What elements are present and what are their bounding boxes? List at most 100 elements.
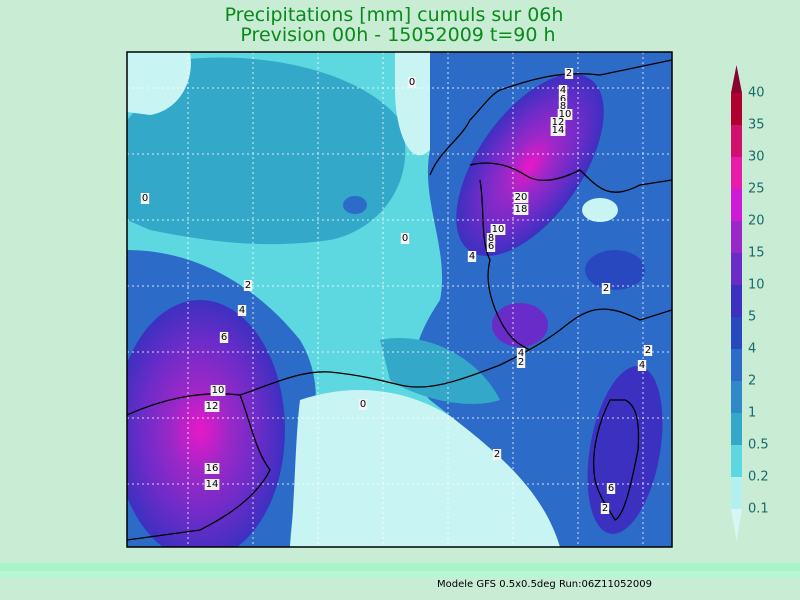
contour-label: 12 bbox=[206, 401, 219, 412]
color-band bbox=[731, 381, 742, 413]
colorbar-label: 40 bbox=[748, 86, 765, 101]
colorbar-label: 15 bbox=[748, 246, 765, 261]
colorbar-label: 0.5 bbox=[748, 438, 769, 453]
band bbox=[0, 571, 800, 578]
color-band bbox=[731, 509, 742, 541]
label-box bbox=[140, 193, 150, 204]
label-box bbox=[210, 385, 226, 396]
color-band bbox=[731, 285, 742, 317]
contour-label: 6 bbox=[488, 241, 494, 252]
label-box bbox=[237, 305, 247, 316]
label-box bbox=[243, 280, 253, 291]
band bbox=[0, 563, 800, 571]
contour-label: 12 bbox=[552, 117, 565, 128]
contour-label: 2 bbox=[566, 68, 572, 79]
colorbar-label: 1 bbox=[748, 406, 756, 421]
label-box bbox=[513, 192, 529, 203]
label-box bbox=[204, 463, 220, 474]
color-band bbox=[731, 477, 742, 509]
label-box bbox=[564, 68, 574, 79]
label-box bbox=[407, 77, 417, 88]
contour-label: 10 bbox=[212, 385, 225, 396]
label-box bbox=[204, 479, 220, 490]
label-box bbox=[358, 399, 368, 410]
label-box bbox=[516, 348, 526, 359]
label-box bbox=[558, 101, 568, 112]
label-box bbox=[550, 125, 566, 136]
label-box bbox=[637, 360, 647, 371]
contour-label: 0 bbox=[360, 399, 366, 410]
contour-label: 4 bbox=[469, 251, 475, 262]
label-box bbox=[467, 251, 477, 262]
label-box bbox=[643, 345, 653, 356]
color-band bbox=[731, 349, 742, 381]
contour-label: 2 bbox=[645, 345, 651, 356]
colorbar-label: 30 bbox=[748, 150, 765, 165]
contour-label: 4 bbox=[560, 85, 566, 96]
contour-label: 8 bbox=[488, 233, 494, 244]
colorbar-label: 0.2 bbox=[748, 470, 769, 485]
contour-label: 18 bbox=[515, 204, 528, 215]
label-box bbox=[486, 233, 496, 244]
label-box bbox=[600, 503, 610, 514]
contour-label: 2 bbox=[518, 357, 524, 368]
subtitle: Prevision 00h - 15052009 t=90 h bbox=[240, 24, 555, 46]
colorbar-label: 0.1 bbox=[748, 502, 769, 517]
label-box bbox=[516, 357, 526, 368]
label-box bbox=[606, 483, 616, 494]
label-box bbox=[400, 233, 410, 244]
contour-label: 2 bbox=[494, 449, 500, 460]
label-box bbox=[550, 117, 566, 128]
colorbar-label: 25 bbox=[748, 182, 765, 197]
contour-labels: 2 4 6 8 10 12 14 0 0 20 18 10 8 6 4 0 2 … bbox=[140, 68, 653, 514]
color-band bbox=[731, 221, 742, 253]
contour-label: 14 bbox=[206, 479, 219, 490]
contour-label: 6 bbox=[221, 332, 227, 343]
color-band bbox=[731, 445, 742, 477]
title: Precipitations [mm] cumuls sur 06h bbox=[225, 4, 564, 26]
colorbar-label: 35 bbox=[748, 118, 765, 133]
color-band bbox=[731, 253, 742, 285]
contour-label: 16 bbox=[206, 463, 219, 474]
contour-label: 10 bbox=[559, 109, 572, 120]
contour-label: 4 bbox=[518, 348, 524, 359]
color-band bbox=[731, 125, 742, 157]
label-box bbox=[486, 241, 496, 252]
contour-label: 2 bbox=[245, 280, 251, 291]
contour-label: 14 bbox=[552, 125, 565, 136]
label-box bbox=[601, 283, 611, 294]
contour-label: 10 bbox=[492, 224, 505, 235]
contour-label: 0 bbox=[409, 77, 415, 88]
label-box bbox=[558, 85, 568, 96]
colorbar-label: 4 bbox=[748, 342, 756, 357]
label-box bbox=[219, 332, 229, 343]
color-band bbox=[731, 65, 742, 93]
contour-label: 0 bbox=[142, 193, 148, 204]
color-band bbox=[731, 93, 742, 125]
contour-label: 8 bbox=[560, 101, 566, 112]
contour-label: 20 bbox=[515, 192, 528, 203]
colorbar-label: 5 bbox=[748, 310, 756, 325]
contour-label: 6 bbox=[608, 483, 614, 494]
color-band bbox=[731, 157, 742, 189]
label-box bbox=[204, 401, 220, 412]
label-box bbox=[490, 224, 506, 235]
colorbar-label: 2 bbox=[748, 374, 756, 389]
contour-label: 6 bbox=[560, 94, 566, 105]
color-band bbox=[731, 413, 742, 445]
colorbar-label: 20 bbox=[748, 214, 765, 229]
colorbar-label: 10 bbox=[748, 278, 765, 293]
color-band bbox=[731, 317, 742, 349]
contour-label: 4 bbox=[639, 360, 645, 371]
label-box bbox=[513, 204, 529, 215]
contour-label: 2 bbox=[603, 283, 609, 294]
color-band bbox=[731, 189, 742, 221]
contour-label: 0 bbox=[402, 233, 408, 244]
label-box bbox=[557, 109, 573, 120]
contour-label: 4 bbox=[239, 305, 245, 316]
label-box bbox=[558, 94, 568, 105]
footer: Modele GFS 0.5x0.5deg Run:06Z11052009 bbox=[437, 579, 652, 590]
label-box bbox=[492, 449, 502, 460]
contour-label: 2 bbox=[602, 503, 608, 514]
